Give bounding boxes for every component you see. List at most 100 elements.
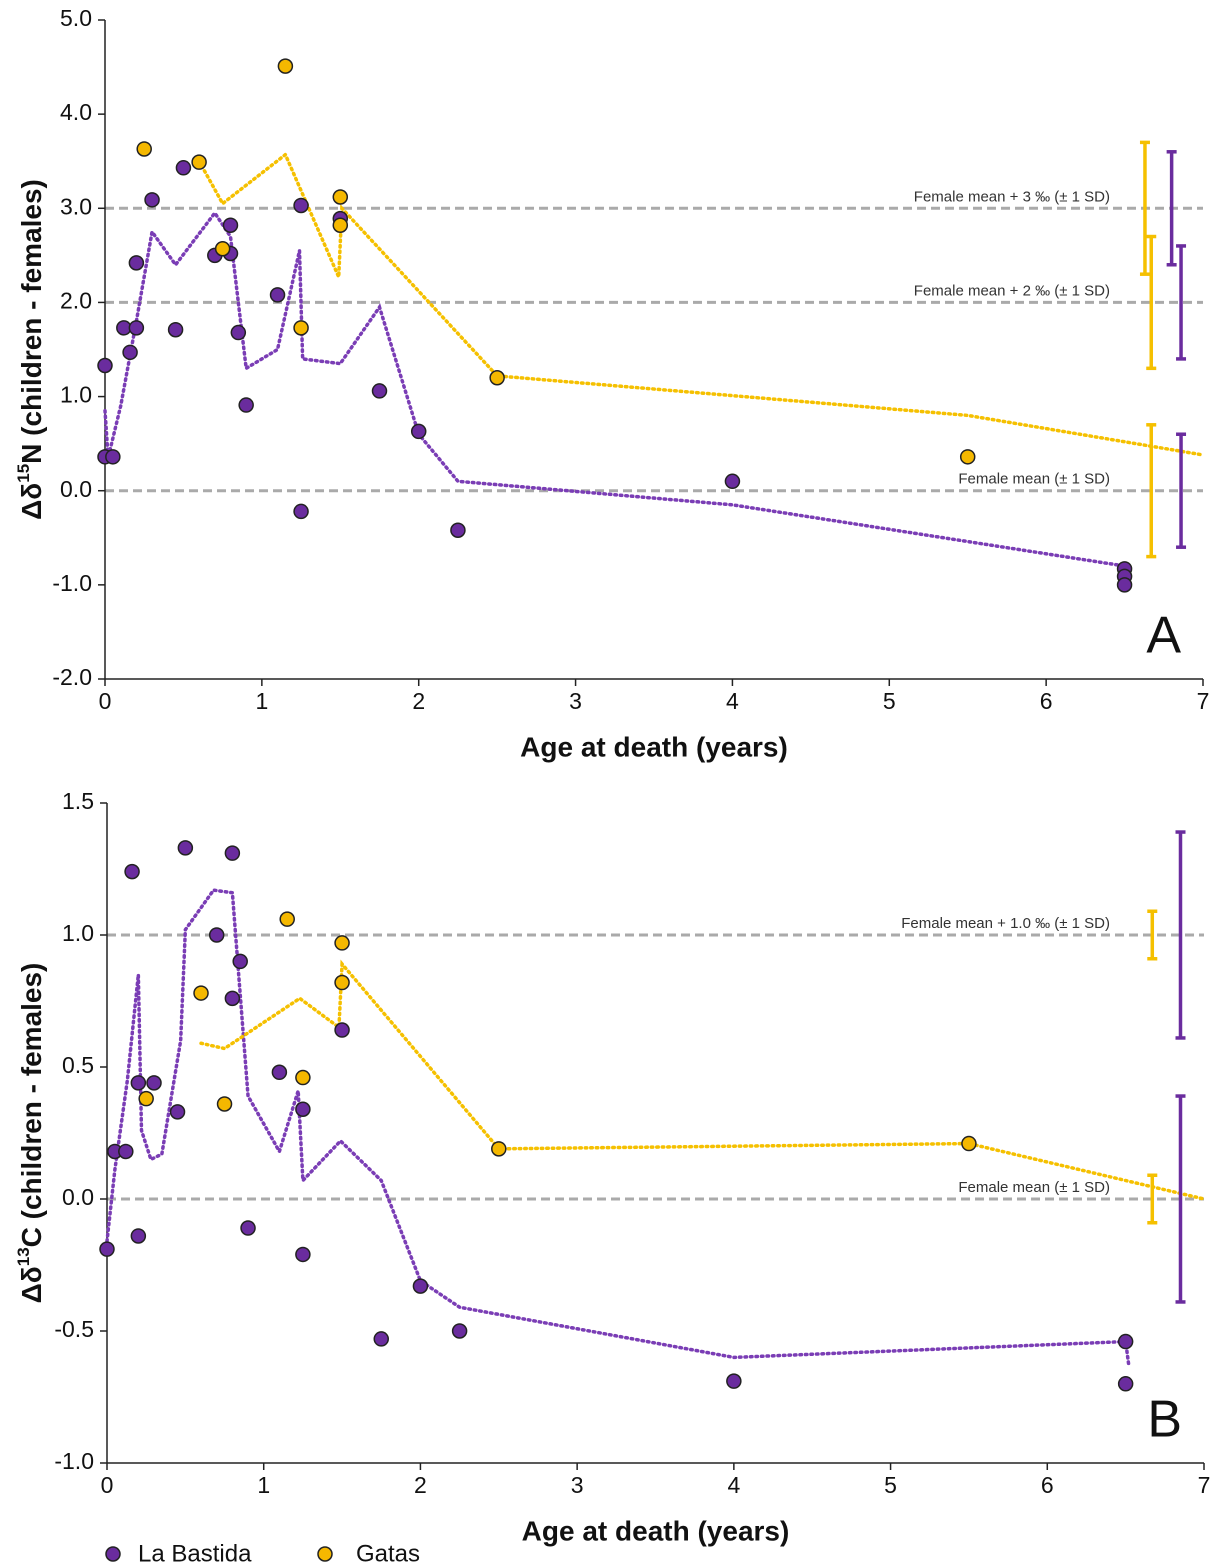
reference-label: Female mean + 3 ‰ (± 1 SD) bbox=[914, 188, 1110, 205]
data-point bbox=[130, 1075, 147, 1091]
error-bar bbox=[1166, 150, 1177, 267]
data-point bbox=[214, 241, 231, 257]
data-point bbox=[240, 1220, 256, 1236]
data-point bbox=[99, 1241, 115, 1257]
panel-label: B bbox=[1147, 1391, 1182, 1449]
data-point bbox=[332, 217, 349, 233]
data-point bbox=[373, 1331, 389, 1347]
data-point bbox=[222, 217, 239, 233]
y-tick-label: 4.0 bbox=[60, 99, 92, 125]
data-point bbox=[124, 863, 140, 880]
data-point bbox=[451, 1323, 468, 1339]
y-tick-label: 5.0 bbox=[60, 5, 92, 31]
data-point bbox=[138, 1090, 154, 1107]
error-bar bbox=[1146, 423, 1157, 559]
x-tick-label: 3 bbox=[571, 1472, 584, 1498]
trend-line bbox=[197, 151, 1205, 457]
error-bar bbox=[1146, 234, 1157, 371]
error-bar bbox=[1176, 432, 1187, 549]
x-tick-label: 4 bbox=[726, 688, 739, 714]
x-tick-label: 6 bbox=[1041, 1472, 1054, 1498]
y-tick-label: 1.0 bbox=[62, 920, 94, 946]
data-point bbox=[146, 1075, 162, 1091]
data-point bbox=[208, 927, 225, 943]
data-point bbox=[724, 473, 741, 490]
data-point bbox=[230, 324, 247, 341]
data-point bbox=[726, 1373, 742, 1389]
trend-line bbox=[105, 888, 1131, 1368]
data-point bbox=[279, 911, 295, 927]
y-tick-label: 0.0 bbox=[62, 1184, 94, 1210]
x-tick-label: 2 bbox=[412, 688, 425, 714]
data-point bbox=[293, 320, 309, 336]
data-point bbox=[489, 369, 505, 386]
data-point bbox=[295, 1101, 311, 1117]
reference-label: Female mean (± 1 SD) bbox=[958, 471, 1110, 488]
data-point bbox=[332, 189, 349, 205]
data-point bbox=[136, 141, 152, 157]
x-axis-label: Age at death (years) bbox=[520, 731, 788, 762]
x-tick-label: 0 bbox=[101, 1472, 114, 1498]
data-point bbox=[122, 344, 138, 361]
reference-label: Female mean + 1.0 ‰ (± 1 SD) bbox=[901, 915, 1110, 932]
data-point bbox=[269, 287, 286, 303]
error-bar bbox=[1147, 1173, 1158, 1225]
y-tick-label: 3.0 bbox=[60, 193, 92, 219]
data-point bbox=[959, 449, 976, 465]
data-point bbox=[193, 985, 209, 1001]
y-tick-label: -0.5 bbox=[54, 1316, 94, 1342]
y-tick-label: -1.0 bbox=[52, 570, 92, 596]
data-point bbox=[293, 197, 309, 214]
y-axis-label-sup: 15 bbox=[14, 464, 33, 483]
y-axis-label-part: Δδ bbox=[16, 483, 47, 520]
data-point bbox=[128, 255, 145, 271]
y-tick-label: -1.0 bbox=[54, 1448, 94, 1474]
y-axis-label-sup: 13 bbox=[14, 1247, 33, 1266]
data-point bbox=[295, 1246, 311, 1263]
data-point bbox=[216, 1096, 233, 1112]
data-point bbox=[412, 1278, 429, 1294]
legend-marker bbox=[317, 1546, 333, 1562]
data-point bbox=[130, 1228, 147, 1244]
error-bar bbox=[1175, 830, 1186, 1040]
y-tick-label: 0.5 bbox=[62, 1052, 94, 1078]
data-point bbox=[1117, 1333, 1134, 1350]
y-axis-label-part: N (children - females) bbox=[16, 179, 47, 464]
data-point bbox=[450, 522, 466, 539]
x-tick-label: 5 bbox=[883, 688, 896, 714]
data-point bbox=[1117, 1376, 1134, 1392]
reference-label: Female mean (± 1 SD) bbox=[958, 1179, 1110, 1196]
data-point bbox=[105, 449, 121, 465]
data-point bbox=[144, 192, 160, 208]
y-tick-label: 0.0 bbox=[60, 476, 92, 502]
data-point bbox=[167, 321, 184, 338]
x-tick-label: 0 bbox=[99, 688, 112, 714]
y-axis-label-part: C (children - females) bbox=[16, 963, 47, 1248]
legend-label: Gatas bbox=[356, 1540, 420, 1567]
y-axis-label-part: Δδ bbox=[16, 1266, 47, 1303]
data-point bbox=[410, 423, 427, 440]
data-point bbox=[177, 840, 194, 856]
data-point bbox=[371, 383, 388, 399]
data-point bbox=[334, 1022, 350, 1038]
y-axis-label: Δδ13C (children - females) bbox=[14, 963, 47, 1304]
x-tick-label: 6 bbox=[1040, 688, 1053, 714]
x-tick-label: 3 bbox=[569, 688, 582, 714]
data-point bbox=[293, 503, 309, 520]
error-bar bbox=[1175, 1094, 1186, 1304]
data-point bbox=[238, 397, 254, 413]
data-point bbox=[334, 935, 350, 951]
x-tick-label: 1 bbox=[257, 1472, 270, 1498]
x-axis-label: Age at death (years) bbox=[522, 1515, 790, 1546]
panel-label: A bbox=[1146, 607, 1181, 665]
y-tick-label: -2.0 bbox=[52, 664, 92, 690]
error-bar bbox=[1147, 909, 1158, 961]
data-point bbox=[334, 974, 350, 991]
x-tick-label: 7 bbox=[1198, 1472, 1211, 1498]
y-tick-label: 1.0 bbox=[60, 382, 92, 408]
reference-label: Female mean + 2 ‰ (± 1 SD) bbox=[914, 282, 1110, 299]
trend-line bbox=[199, 959, 1206, 1201]
data-point bbox=[1116, 577, 1133, 593]
data-point bbox=[961, 1135, 977, 1152]
